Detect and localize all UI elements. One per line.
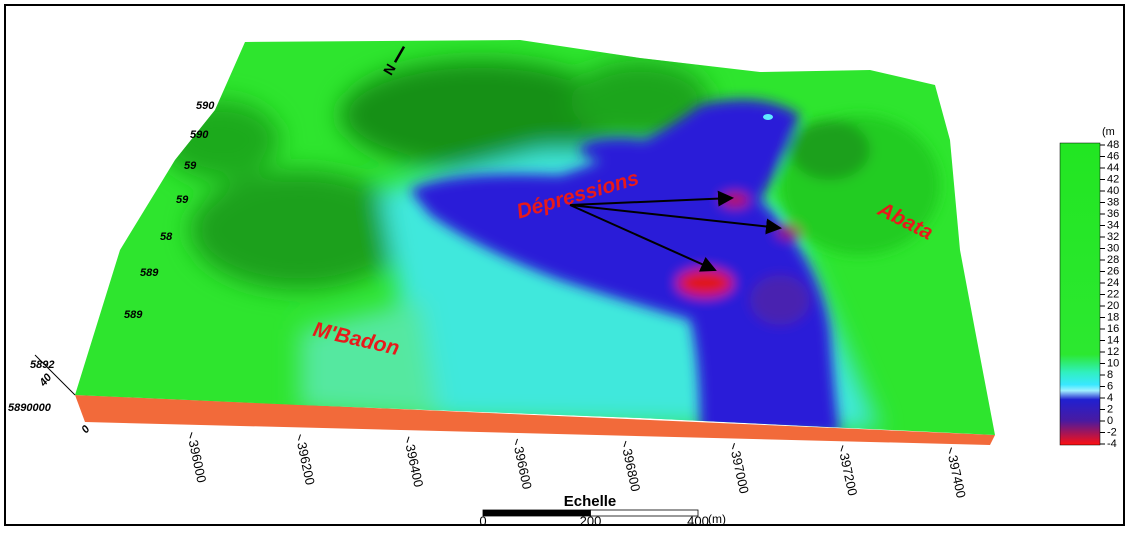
colorbar-tick-label: 6 (1107, 380, 1113, 392)
colorbar-tick-label: 36 (1107, 208, 1119, 220)
y-tick-label: 589 (124, 309, 143, 321)
colorbar-tick-label: 48 (1107, 139, 1119, 151)
colorbar-tick-label: 38 (1107, 196, 1119, 208)
colorbar-tick-label: 4 (1107, 392, 1113, 404)
colorbar-tick-label: 20 (1107, 300, 1119, 312)
scale-segment (591, 510, 699, 516)
y-tick-label: 5892 (30, 359, 54, 371)
y-tick-label: 5890000 (8, 402, 52, 414)
scale-tick-label: 0 (479, 513, 486, 528)
y-tick-label: 59 (184, 160, 197, 172)
colorbar-tick-label: 14 (1107, 334, 1119, 346)
y-tick-label: 58 (160, 231, 173, 243)
map-figure: Dépressions Abata M'Badon N 590590595958… (0, 0, 1129, 530)
colorbar-tick-label: -4 (1107, 438, 1117, 450)
colorbar-tick-label: 24 (1107, 277, 1119, 289)
colorbar-tick-label: 10 (1107, 357, 1119, 369)
colorbar-gradient (1060, 143, 1100, 445)
colorbar-tick-label: 40 (1107, 185, 1119, 197)
colorbar-tick-label: 16 (1107, 323, 1119, 335)
colorbar-tick-label: 12 (1107, 346, 1119, 358)
colorbar-tick-label: 26 (1107, 265, 1119, 277)
colorbar-unit: (m (1102, 126, 1115, 138)
scale-segment (483, 510, 591, 516)
colorbar-tick-label: 44 (1107, 162, 1119, 174)
colorbar-tick-label: 30 (1107, 242, 1119, 254)
scale-unit: (m) (708, 512, 726, 526)
colorbar-tick-label: 8 (1107, 369, 1113, 381)
y-tick-label: 589 (140, 267, 159, 279)
colorbar-tick-label: 34 (1107, 219, 1119, 231)
y-tick-label: 590 (190, 129, 209, 141)
colorbar: (m 4846444240383634323028262422201816141… (1060, 126, 1119, 450)
colorbar-tick-label: 18 (1107, 311, 1119, 323)
colorbar-tick-label: 32 (1107, 231, 1119, 243)
scale-title: Echelle (564, 493, 617, 510)
colorbar-tick-label: 22 (1107, 288, 1119, 300)
colorbar-tick-label: 42 (1107, 173, 1119, 185)
colorbar-tick-label: -2 (1107, 426, 1117, 438)
colorbar-tick-label: 0 (1107, 415, 1113, 427)
colorbar-tick-label: 2 (1107, 403, 1113, 415)
y-tick-label: 590 (196, 100, 215, 112)
colorbar-tick-label: 46 (1107, 150, 1119, 162)
scale-tick-label: 200 (580, 513, 602, 528)
scale-tick-label: 400 (687, 513, 709, 528)
y-tick-label: 59 (176, 194, 189, 206)
colorbar-tick-label: 28 (1107, 254, 1119, 266)
